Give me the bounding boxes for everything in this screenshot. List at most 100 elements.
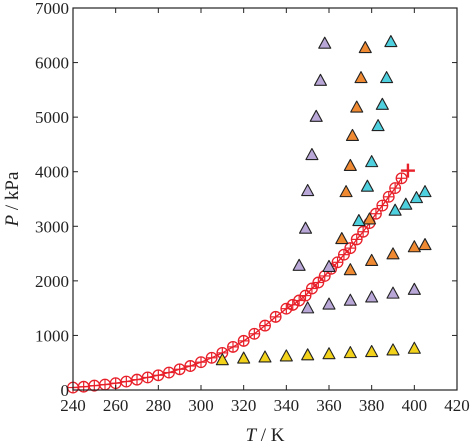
data-point-triangle: [343, 346, 357, 359]
data-point-circle: [344, 242, 357, 255]
data-point-circle: [131, 373, 143, 386]
data-point-circle: [269, 310, 282, 323]
data-point-circle: [237, 334, 250, 347]
data-point-circle: [259, 319, 271, 332]
data-point-circle: [99, 378, 111, 391]
data-point-circle: [248, 327, 261, 340]
data-point-circle: [205, 351, 218, 364]
data-point-circle: [88, 379, 101, 392]
x-axis-label-unit: / K: [256, 425, 285, 446]
data-point-triangle: [365, 344, 379, 358]
data-point-circle: [173, 363, 186, 376]
data-point-triangle: [354, 71, 368, 84]
data-point-triangle: [298, 221, 313, 234]
series-0: [67, 172, 408, 394]
data-point-triangle: [301, 301, 315, 314]
data-point-circle: [331, 256, 344, 269]
x-tick-label: 420: [444, 396, 470, 415]
data-point-circle: [318, 269, 331, 282]
x-tick-label: 380: [359, 396, 385, 415]
data-point-triangle: [407, 240, 421, 253]
data-point-triangle: [358, 41, 372, 54]
data-point-triangle: [292, 258, 306, 271]
data-point-circle: [337, 248, 350, 261]
series-2: [215, 341, 421, 366]
data-point-circle: [299, 289, 312, 302]
series-1: [400, 163, 415, 178]
data-point-triangle: [305, 147, 319, 161]
plot-frame: [72, 7, 458, 391]
series-3: [292, 36, 421, 314]
series-5: [352, 35, 432, 227]
x-tick-label: 340: [274, 396, 300, 415]
y-axis-label-unit: / kPa: [2, 171, 23, 215]
data-point-triangle: [345, 128, 360, 141]
data-point-triangle: [237, 351, 251, 364]
data-point-triangle: [375, 97, 389, 110]
data-point-circle: [141, 371, 154, 384]
data-point-triangle: [407, 282, 421, 295]
data-point-triangle: [418, 238, 432, 251]
data-point-triangle: [322, 259, 336, 272]
x-tick-label: 400: [402, 396, 428, 415]
series-4: [335, 41, 432, 276]
data-point-triangle: [301, 348, 315, 361]
x-tick-label: 300: [188, 396, 214, 415]
data-point-circle: [227, 340, 239, 353]
data-point-triangle: [301, 183, 315, 197]
data-point-circle: [357, 225, 370, 238]
data-point-triangle: [399, 197, 413, 210]
data-point-circle: [312, 276, 325, 289]
data-point-triangle: [365, 155, 379, 168]
data-point-circle: [376, 199, 389, 212]
data-point-circle: [152, 369, 165, 382]
data-point-triangle: [386, 247, 400, 260]
data-point-triangle: [318, 36, 332, 49]
data-point-triangle: [371, 119, 385, 132]
x-tick-label: 260: [103, 396, 129, 415]
axis-ticks: 240 260 280 300 320 340 360 380 400 420 0 1000 2000 3…: [35, 0, 470, 415]
y-tick-label: 6000: [35, 54, 69, 73]
data-point-triangle: [388, 203, 402, 216]
data-point-circle: [350, 233, 363, 246]
x-tick-label: 280: [146, 396, 172, 415]
data-point-triangle: [343, 293, 357, 306]
data-point-circle: [382, 190, 395, 203]
data-point-triangle: [365, 253, 379, 266]
data-point-triangle: [279, 349, 293, 362]
data-point-triangle: [407, 341, 421, 354]
data-point-circle: [369, 207, 382, 220]
y-tick-label: 7000: [35, 0, 69, 18]
data-point-triangle: [384, 35, 398, 48]
y-tick-label: 2000: [35, 272, 69, 291]
data-point-triangle: [360, 179, 374, 192]
data-point-triangle: [386, 286, 400, 299]
data-point-triangle: [365, 290, 379, 303]
data-point-circle: [195, 356, 207, 369]
data-point-triangle: [352, 214, 366, 227]
data-point-triangle: [386, 343, 400, 356]
y-axis-label: P / kPa: [2, 171, 23, 227]
chart-marks: [67, 35, 432, 394]
y-tick-label: 3000: [35, 217, 69, 236]
y-tick-label: 5000: [35, 108, 69, 127]
data-point-triangle: [215, 353, 229, 366]
data-point-circle: [163, 366, 175, 379]
data-point-circle: [389, 182, 402, 195]
x-axis-label: T / K: [245, 425, 284, 446]
x-tick-label: 240: [60, 396, 86, 415]
data-point-triangle: [380, 71, 394, 84]
data-point-triangle: [322, 347, 336, 360]
data-point-triangle: [322, 297, 336, 310]
data-point-circle: [305, 282, 318, 295]
data-point-triangle: [418, 185, 432, 198]
data-point-circle: [120, 375, 133, 388]
data-point-triangle: [258, 350, 272, 363]
data-point-triangle: [362, 212, 377, 225]
data-point-plus: [400, 163, 415, 178]
data-point-circle: [184, 360, 197, 372]
x-tick-label: 360: [316, 396, 342, 415]
data-point-triangle: [313, 73, 328, 86]
y-tick-label: 4000: [35, 163, 69, 182]
